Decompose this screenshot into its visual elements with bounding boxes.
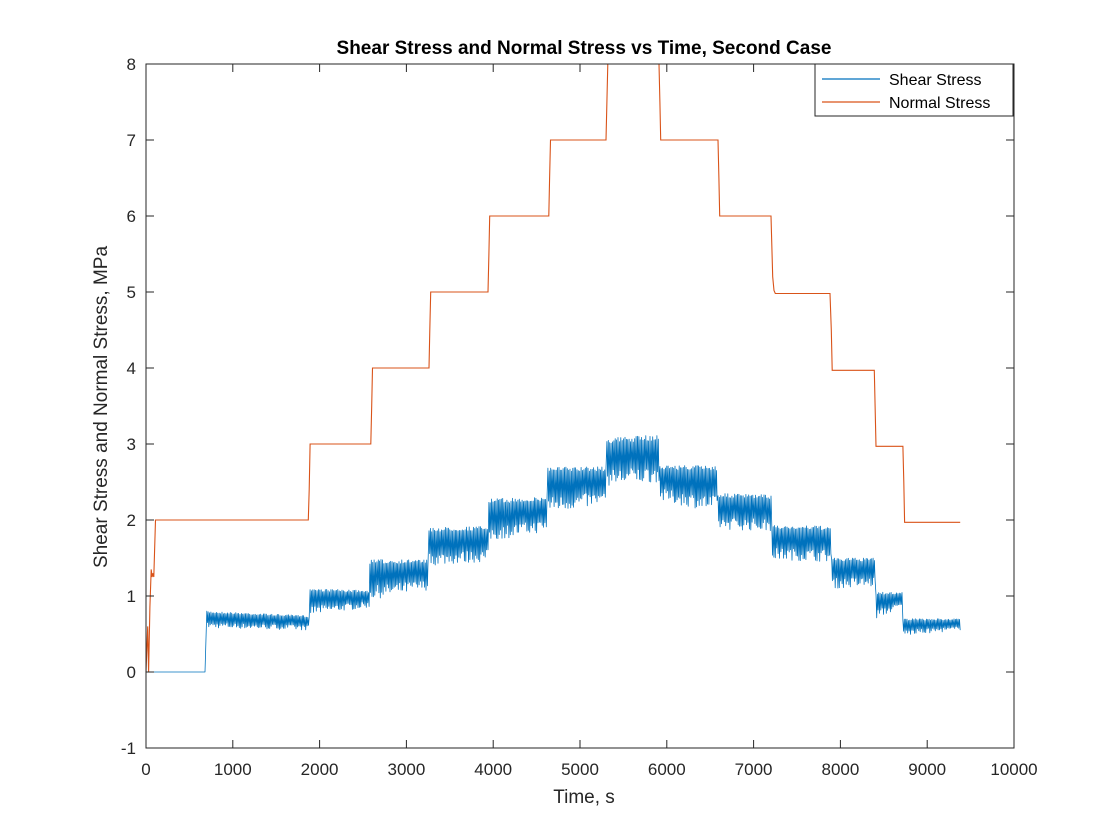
y-tick-label: 5 xyxy=(127,283,136,302)
series-line-shear-stress xyxy=(146,435,961,673)
x-tick-label: 6000 xyxy=(648,760,686,779)
x-tick-label: 4000 xyxy=(474,760,512,779)
y-tick-label: 3 xyxy=(127,435,136,454)
series-line-normal-stress xyxy=(145,63,961,673)
legend-label-shear-stress: Shear Stress xyxy=(889,72,981,89)
x-tick-label: 10000 xyxy=(990,760,1037,779)
x-tick-label: 3000 xyxy=(387,760,425,779)
legend-box xyxy=(814,63,1014,117)
y-axis-title: Shear Stress and Normal Stress, MPa xyxy=(91,246,112,568)
y-tick-label: 1 xyxy=(127,587,136,606)
y-tick-label: 0 xyxy=(127,663,136,682)
series-layer xyxy=(145,63,961,673)
legend-label-normal-stress: Normal Stress xyxy=(889,95,990,112)
y-tick-label: 4 xyxy=(127,359,136,378)
plot-area xyxy=(146,64,1014,748)
y-tick-label: 2 xyxy=(127,511,136,530)
y-tick-label: -1 xyxy=(121,739,136,758)
x-axis-title: Time, s xyxy=(553,787,615,808)
y-tick-label: 7 xyxy=(127,131,136,150)
x-tick-label: 0 xyxy=(141,760,150,779)
y-tick-label: 8 xyxy=(127,55,136,74)
x-tick-label: 7000 xyxy=(735,760,773,779)
legend: Shear Stress Normal Stress xyxy=(814,63,1014,117)
x-tick-label: 5000 xyxy=(561,760,599,779)
x-tick-label: 1000 xyxy=(214,760,252,779)
chart-title: Shear Stress and Normal Stress vs Time, … xyxy=(337,38,832,59)
y-tick-label: 6 xyxy=(127,207,136,226)
tick-layer: 0 1000 2000 3000 4000 5000 6000 7000 8000 9000 100… xyxy=(121,55,1038,779)
x-tick-label: 2000 xyxy=(301,760,339,779)
x-tick-label: 9000 xyxy=(908,760,946,779)
x-tick-label: 8000 xyxy=(821,760,859,779)
